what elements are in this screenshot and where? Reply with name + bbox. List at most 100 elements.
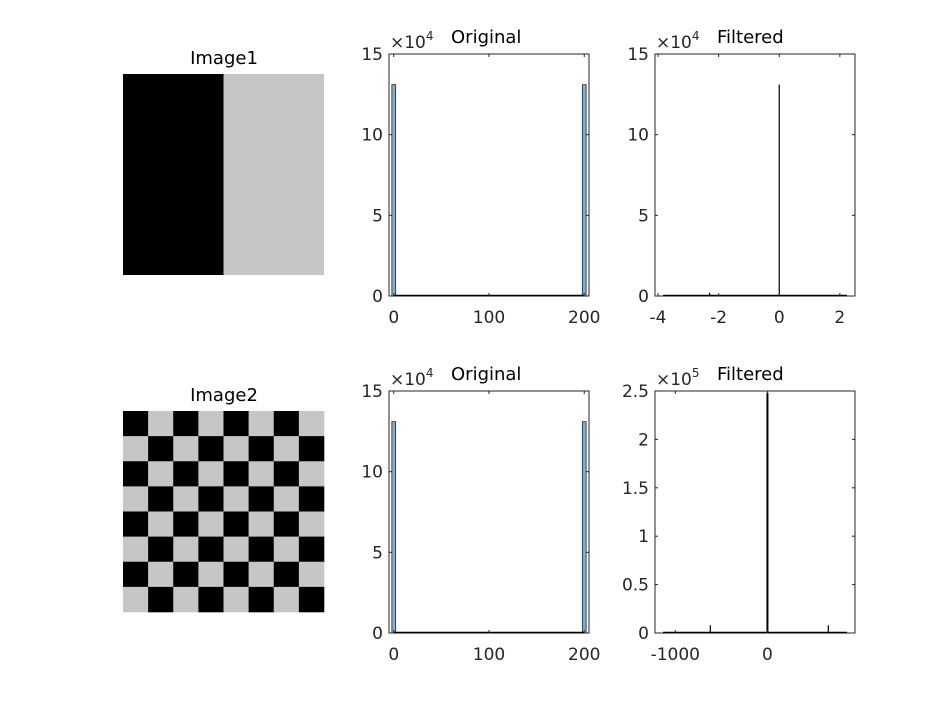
checker-cell (123, 511, 149, 537)
histogram-bar (391, 421, 397, 634)
histogram-bar (581, 421, 587, 634)
image1-title: Image1 (190, 48, 258, 69)
x-tick-label: 200 (568, 645, 600, 665)
y-tick-label: 15 (361, 382, 383, 402)
checker-cell (173, 511, 199, 537)
x-tick-label: 100 (473, 645, 505, 665)
checker-cell (298, 586, 325, 613)
y-tick-label: 0.5 (622, 576, 649, 596)
x-tick-label: 0 (774, 308, 785, 328)
checker-cell (223, 586, 249, 613)
y-tick-label: 1 (638, 527, 649, 547)
y-tick-label: 0 (638, 287, 649, 307)
y-exponent-power: 4 (426, 366, 434, 380)
image-dark-half (123, 74, 224, 275)
y-tick-label: 5 (638, 206, 649, 226)
y-tick-label: 10 (361, 126, 383, 146)
y-exponent-power: 5 (692, 366, 700, 380)
y-tick-label: 0 (372, 287, 383, 307)
histogram-bar (581, 84, 587, 297)
checker-cell (123, 436, 149, 462)
checker-cell (148, 436, 174, 462)
axes-box (654, 53, 856, 297)
checker-cell (148, 411, 174, 437)
checker-cell (273, 461, 300, 487)
y-tick-label: 5 (372, 543, 383, 563)
checker-cell (148, 461, 174, 487)
checker-cell (173, 436, 199, 462)
checker-cell (223, 561, 249, 588)
checker-cell (173, 486, 199, 512)
image1-panel: Image1 (123, 48, 324, 275)
y-tick-label: 5 (372, 206, 383, 226)
checker-cell (273, 511, 300, 537)
histogram-title: Filtered (717, 364, 784, 385)
y-exponent-power: 4 (426, 29, 434, 43)
histogram-filtered-2: -1000 000.511.522.5×105 Filtered (622, 364, 856, 665)
checker-cell (173, 561, 199, 588)
checker-cell (198, 486, 224, 512)
checker-cell (148, 536, 174, 563)
checker-cell (298, 411, 325, 437)
checker-cell (298, 436, 325, 462)
checker-cell (198, 461, 224, 487)
checker-cell (148, 561, 174, 588)
checker-cell (273, 436, 300, 462)
image-light-half (223, 74, 324, 275)
checker-cell (273, 561, 300, 588)
checker-cell (198, 536, 224, 563)
checker-cell (248, 536, 275, 563)
checker-cell (248, 486, 275, 512)
y-exponent-label: ×104 (390, 366, 434, 390)
histogram-title: Original (451, 27, 521, 48)
image1-picture (123, 74, 324, 275)
checker-cell (123, 586, 149, 613)
y-tick-label: 0 (638, 624, 649, 644)
y-tick-label: 2 (638, 430, 649, 450)
checker-cell (173, 536, 199, 563)
checker-cell (123, 486, 149, 512)
x-tick-label: 0 (388, 645, 399, 665)
checker-cell (123, 411, 149, 437)
y-tick-label: 15 (361, 45, 383, 65)
histogram-original-2: 0 100 200 0 5 10 15 ×104 Original (361, 364, 600, 665)
checker-cell (198, 586, 224, 613)
histogram-bar (391, 84, 397, 297)
y-exponent-power: 4 (692, 29, 700, 43)
y-tick-label: 1.5 (622, 479, 649, 499)
x-tick-label: 0 (388, 308, 399, 328)
y-exponent-label: ×104 (390, 29, 434, 53)
x-tick-label: -1000 (651, 645, 700, 665)
checker-cell (123, 561, 149, 588)
histogram-title: Filtered (717, 27, 784, 48)
image2-panel: Image2 (123, 385, 325, 613)
y-tick-label: 15 (627, 45, 649, 65)
x-tick-label: 100 (473, 308, 505, 328)
checker-cell (123, 461, 149, 487)
axes-box (388, 53, 590, 297)
histogram-original-1: 0 100 200 0 5 10 15 ×104 Original (361, 27, 600, 328)
checker-cell (223, 461, 249, 487)
histogram-title: Original (451, 364, 521, 385)
checker-cell (123, 536, 149, 563)
y-tick-label: 0 (372, 624, 383, 644)
checker-cell (248, 411, 275, 437)
checker-cell (273, 411, 300, 437)
checker-cell (298, 486, 325, 512)
x-tick-label: 2 (834, 308, 845, 328)
x-tick-label: -4 (650, 308, 667, 328)
checker-cell (248, 461, 275, 487)
checker-cell (248, 511, 275, 537)
checker-cell (148, 586, 174, 613)
image2-picture (123, 411, 325, 613)
checker-cell (173, 411, 199, 437)
checker-cell (148, 486, 174, 512)
checker-cell (173, 586, 199, 613)
checker-cell (248, 561, 275, 588)
image2-title: Image2 (190, 385, 258, 406)
axes-box (654, 390, 856, 634)
checker-cell (198, 436, 224, 462)
x-tick-label: 0 (762, 645, 773, 665)
checker-cell (223, 411, 249, 437)
